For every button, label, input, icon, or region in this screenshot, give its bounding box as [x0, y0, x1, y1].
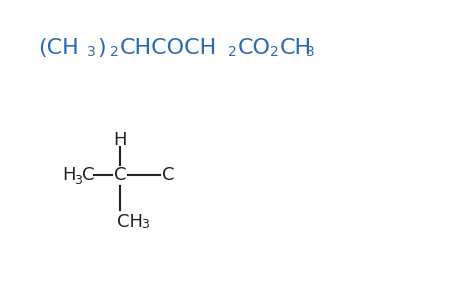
Text: CO: CO [238, 38, 271, 58]
Text: C: C [114, 166, 126, 184]
Text: CH: CH [117, 213, 143, 231]
Text: 2: 2 [228, 45, 237, 59]
Text: ): ) [97, 38, 106, 58]
Text: H: H [62, 166, 75, 184]
Text: 3: 3 [87, 45, 96, 59]
Text: 3: 3 [74, 175, 82, 188]
Text: 2: 2 [270, 45, 279, 59]
Text: 3: 3 [141, 218, 149, 231]
Text: C: C [162, 166, 174, 184]
Text: H: H [113, 131, 127, 149]
Text: CH: CH [280, 38, 312, 58]
Text: 3: 3 [306, 45, 315, 59]
Text: CHCOCH: CHCOCH [120, 38, 217, 58]
Text: (CH: (CH [38, 38, 79, 58]
Text: C: C [82, 166, 94, 184]
Text: 2: 2 [110, 45, 119, 59]
